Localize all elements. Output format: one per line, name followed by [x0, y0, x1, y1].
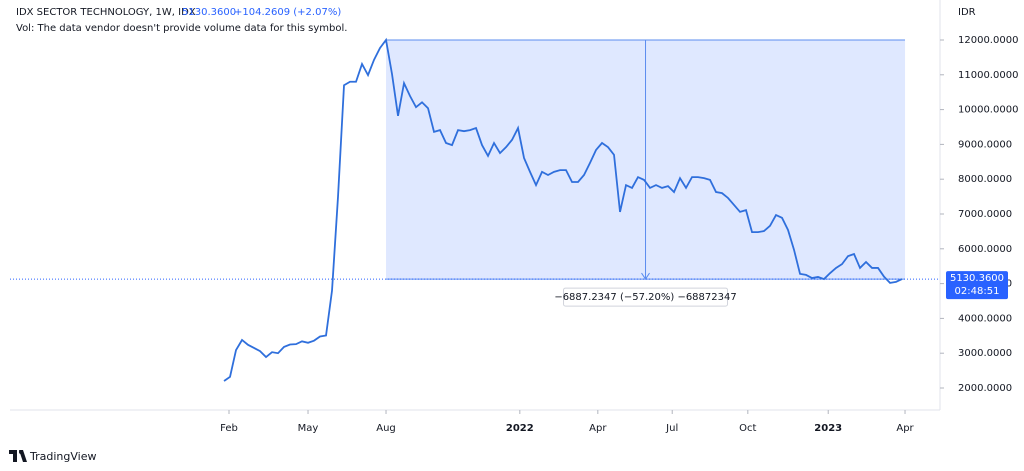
x-tick-label: Apr: [896, 423, 914, 434]
y-tick-label: 6000.0000: [958, 244, 1012, 255]
x-tick-label: 2023: [814, 423, 842, 434]
y-tick-label: 11000.0000: [958, 70, 1018, 81]
y-tick-label: 8000.0000: [958, 174, 1012, 185]
price-tag-box: [946, 271, 1008, 300]
x-tick-label: Jul: [665, 423, 678, 434]
chart-title: IDX SECTOR TECHNOLOGY, 1W, IDX: [16, 7, 196, 18]
y-tick-label: 12000.0000: [958, 35, 1018, 46]
price-line-series: [223, 37, 903, 382]
y-tick-label: 10000.0000: [958, 105, 1018, 116]
measure-label: −6887.2347 (−57.20%) −68872347: [554, 292, 736, 303]
price-tag-label: 5130.3600: [950, 273, 1004, 284]
brand-logo: [9, 450, 27, 462]
change: +104.2609 (+2.07%): [234, 7, 341, 18]
x-tick-label: May: [298, 423, 319, 434]
x-tick-label: 2022: [506, 423, 534, 434]
x-tick-label: Oct: [739, 423, 756, 434]
x-tick-label: Aug: [376, 423, 396, 434]
y-tick-label: 2000.0000: [958, 383, 1012, 394]
y-tick-label: 7000.0000: [958, 209, 1012, 220]
x-tick-label: Feb: [220, 423, 238, 434]
last-price: 5130.3600: [182, 7, 236, 18]
volume-note: Vol: The data vendor doesn't provide vol…: [16, 23, 347, 34]
y-tick-label: 9000.0000: [958, 139, 1012, 150]
currency: IDR: [958, 7, 976, 18]
countdown: 02:48:51: [955, 286, 1000, 297]
measure-label-box: [563, 287, 729, 307]
x-tick-label: Apr: [589, 423, 607, 434]
measure-arrowhead: [641, 272, 650, 280]
y-tick-label: 3000.0000: [958, 348, 1012, 359]
y-tick-label: 4000.0000: [958, 313, 1012, 324]
brand: TradingView: [29, 450, 96, 463]
